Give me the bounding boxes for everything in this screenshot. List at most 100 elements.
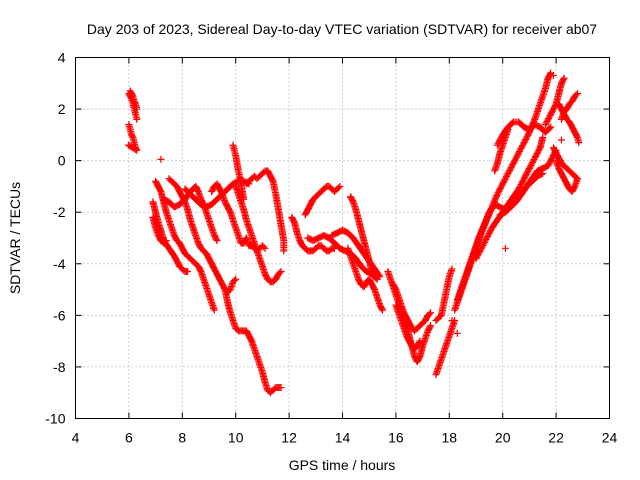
- x-tick-label: 24: [602, 430, 618, 446]
- data-point-marker: [545, 160, 553, 168]
- series-arc-ag: [552, 157, 581, 196]
- data-point-marker: [415, 338, 423, 346]
- data-point-marker: [507, 164, 515, 172]
- data-point-marker: [280, 247, 288, 255]
- series-arc-ai: [557, 90, 581, 123]
- data-point-marker: [524, 167, 532, 175]
- series-arc-x: [432, 265, 456, 325]
- data-point-marker: [518, 179, 526, 187]
- data-point-marker: [518, 143, 526, 151]
- data-point-marker: [573, 90, 581, 98]
- data-point-marker: [482, 235, 490, 243]
- data-point-marker: [260, 243, 268, 251]
- x-tick-label: 20: [495, 430, 511, 446]
- data-point-marker: [479, 241, 487, 249]
- series-arc-s: [344, 244, 387, 314]
- data-point-marker: [525, 164, 533, 172]
- series-arc-n: [221, 286, 285, 397]
- x-tick-label: 12: [281, 430, 297, 446]
- series-arc-ab: [472, 133, 547, 263]
- y-tick-label: -10: [45, 411, 65, 427]
- data-point-marker: [124, 141, 132, 149]
- data-point-marker: [510, 158, 518, 166]
- x-tick-label: 4: [72, 430, 80, 446]
- data-point-marker: [494, 189, 502, 197]
- data-point-marker: [546, 159, 554, 167]
- y-axis-label: SDTVAR / TECUs: [7, 182, 23, 294]
- data-point-marker: [261, 244, 269, 252]
- data-point-marker: [277, 384, 285, 392]
- data-point-marker: [334, 184, 342, 192]
- series-arc-m: [242, 167, 288, 255]
- data-point-marker: [506, 165, 514, 173]
- data-point-marker: [502, 174, 510, 182]
- data-point-marker: [572, 173, 580, 181]
- data-point-marker: [535, 147, 543, 155]
- data-point-marker: [522, 170, 530, 178]
- data-point-marker: [481, 237, 489, 245]
- x-tick-label: 10: [228, 430, 244, 446]
- x-tick-label: 6: [125, 430, 133, 446]
- data-point-marker: [416, 337, 424, 345]
- series-isolated: [157, 72, 565, 337]
- data-point-marker: [501, 244, 509, 252]
- data-point-marker: [473, 253, 481, 261]
- data-point-marker: [476, 247, 484, 255]
- data-point-marker: [559, 75, 567, 83]
- data-point-marker: [126, 142, 134, 150]
- data-point-marker: [550, 104, 558, 112]
- data-point-marker: [486, 227, 494, 235]
- data-point-marker: [483, 234, 491, 242]
- data-point-marker: [157, 155, 165, 163]
- data-point-marker: [544, 116, 552, 124]
- data-point-marker: [509, 159, 517, 167]
- x-tick-label: 14: [335, 430, 351, 446]
- series-arc-aj: [549, 144, 581, 183]
- y-tick-label: 0: [58, 153, 66, 169]
- data-point-marker: [477, 244, 485, 252]
- chart-title: Day 203 of 2023, Sidereal Day-to-day VTE…: [87, 21, 597, 37]
- data-point-marker: [425, 310, 433, 318]
- data-point-marker: [426, 323, 434, 331]
- data-point-marker: [472, 255, 480, 263]
- x-tick-label: 8: [178, 430, 186, 446]
- data-point-marker: [546, 112, 554, 120]
- data-point-marker: [128, 91, 136, 99]
- series-arc-t: [347, 193, 379, 281]
- data-point-marker: [575, 139, 583, 147]
- data-point-marker: [528, 160, 536, 168]
- data-point-marker: [503, 172, 511, 180]
- y-tick-label: 2: [58, 101, 66, 117]
- data-point-marker: [379, 306, 387, 314]
- data-point-marker: [506, 167, 514, 175]
- data-point-marker: [478, 243, 486, 251]
- data-point-marker: [453, 329, 461, 337]
- data-point-marker: [477, 246, 485, 254]
- data-point-marker: [513, 152, 521, 160]
- data-point-marker: [509, 161, 517, 169]
- x-tick-label: 22: [548, 430, 564, 446]
- data-point-marker: [512, 153, 520, 161]
- data-point-marker: [528, 158, 536, 166]
- data-point-marker: [499, 180, 507, 188]
- data-point-marker: [378, 305, 386, 313]
- data-point-marker: [523, 133, 531, 141]
- series-arc-l: [232, 182, 285, 286]
- data-point-marker: [232, 275, 240, 283]
- data-point-marker: [521, 173, 529, 181]
- data-point-marker: [545, 113, 553, 121]
- data-point-marker: [533, 150, 541, 158]
- data-point-marker: [519, 140, 527, 148]
- data-point-marker: [549, 72, 557, 80]
- data-point-marker: [532, 153, 540, 161]
- series-arc-f: [152, 177, 218, 314]
- y-tick-label: -6: [53, 307, 66, 323]
- series-arc-d: [149, 198, 192, 276]
- data-point-marker: [495, 187, 503, 195]
- data-point-marker: [484, 231, 492, 239]
- y-tick-label: -4: [53, 256, 66, 272]
- data-point-marker: [474, 252, 482, 260]
- data-point-marker: [131, 99, 139, 107]
- data-point-marker: [133, 115, 141, 123]
- data-point-marker: [277, 268, 285, 276]
